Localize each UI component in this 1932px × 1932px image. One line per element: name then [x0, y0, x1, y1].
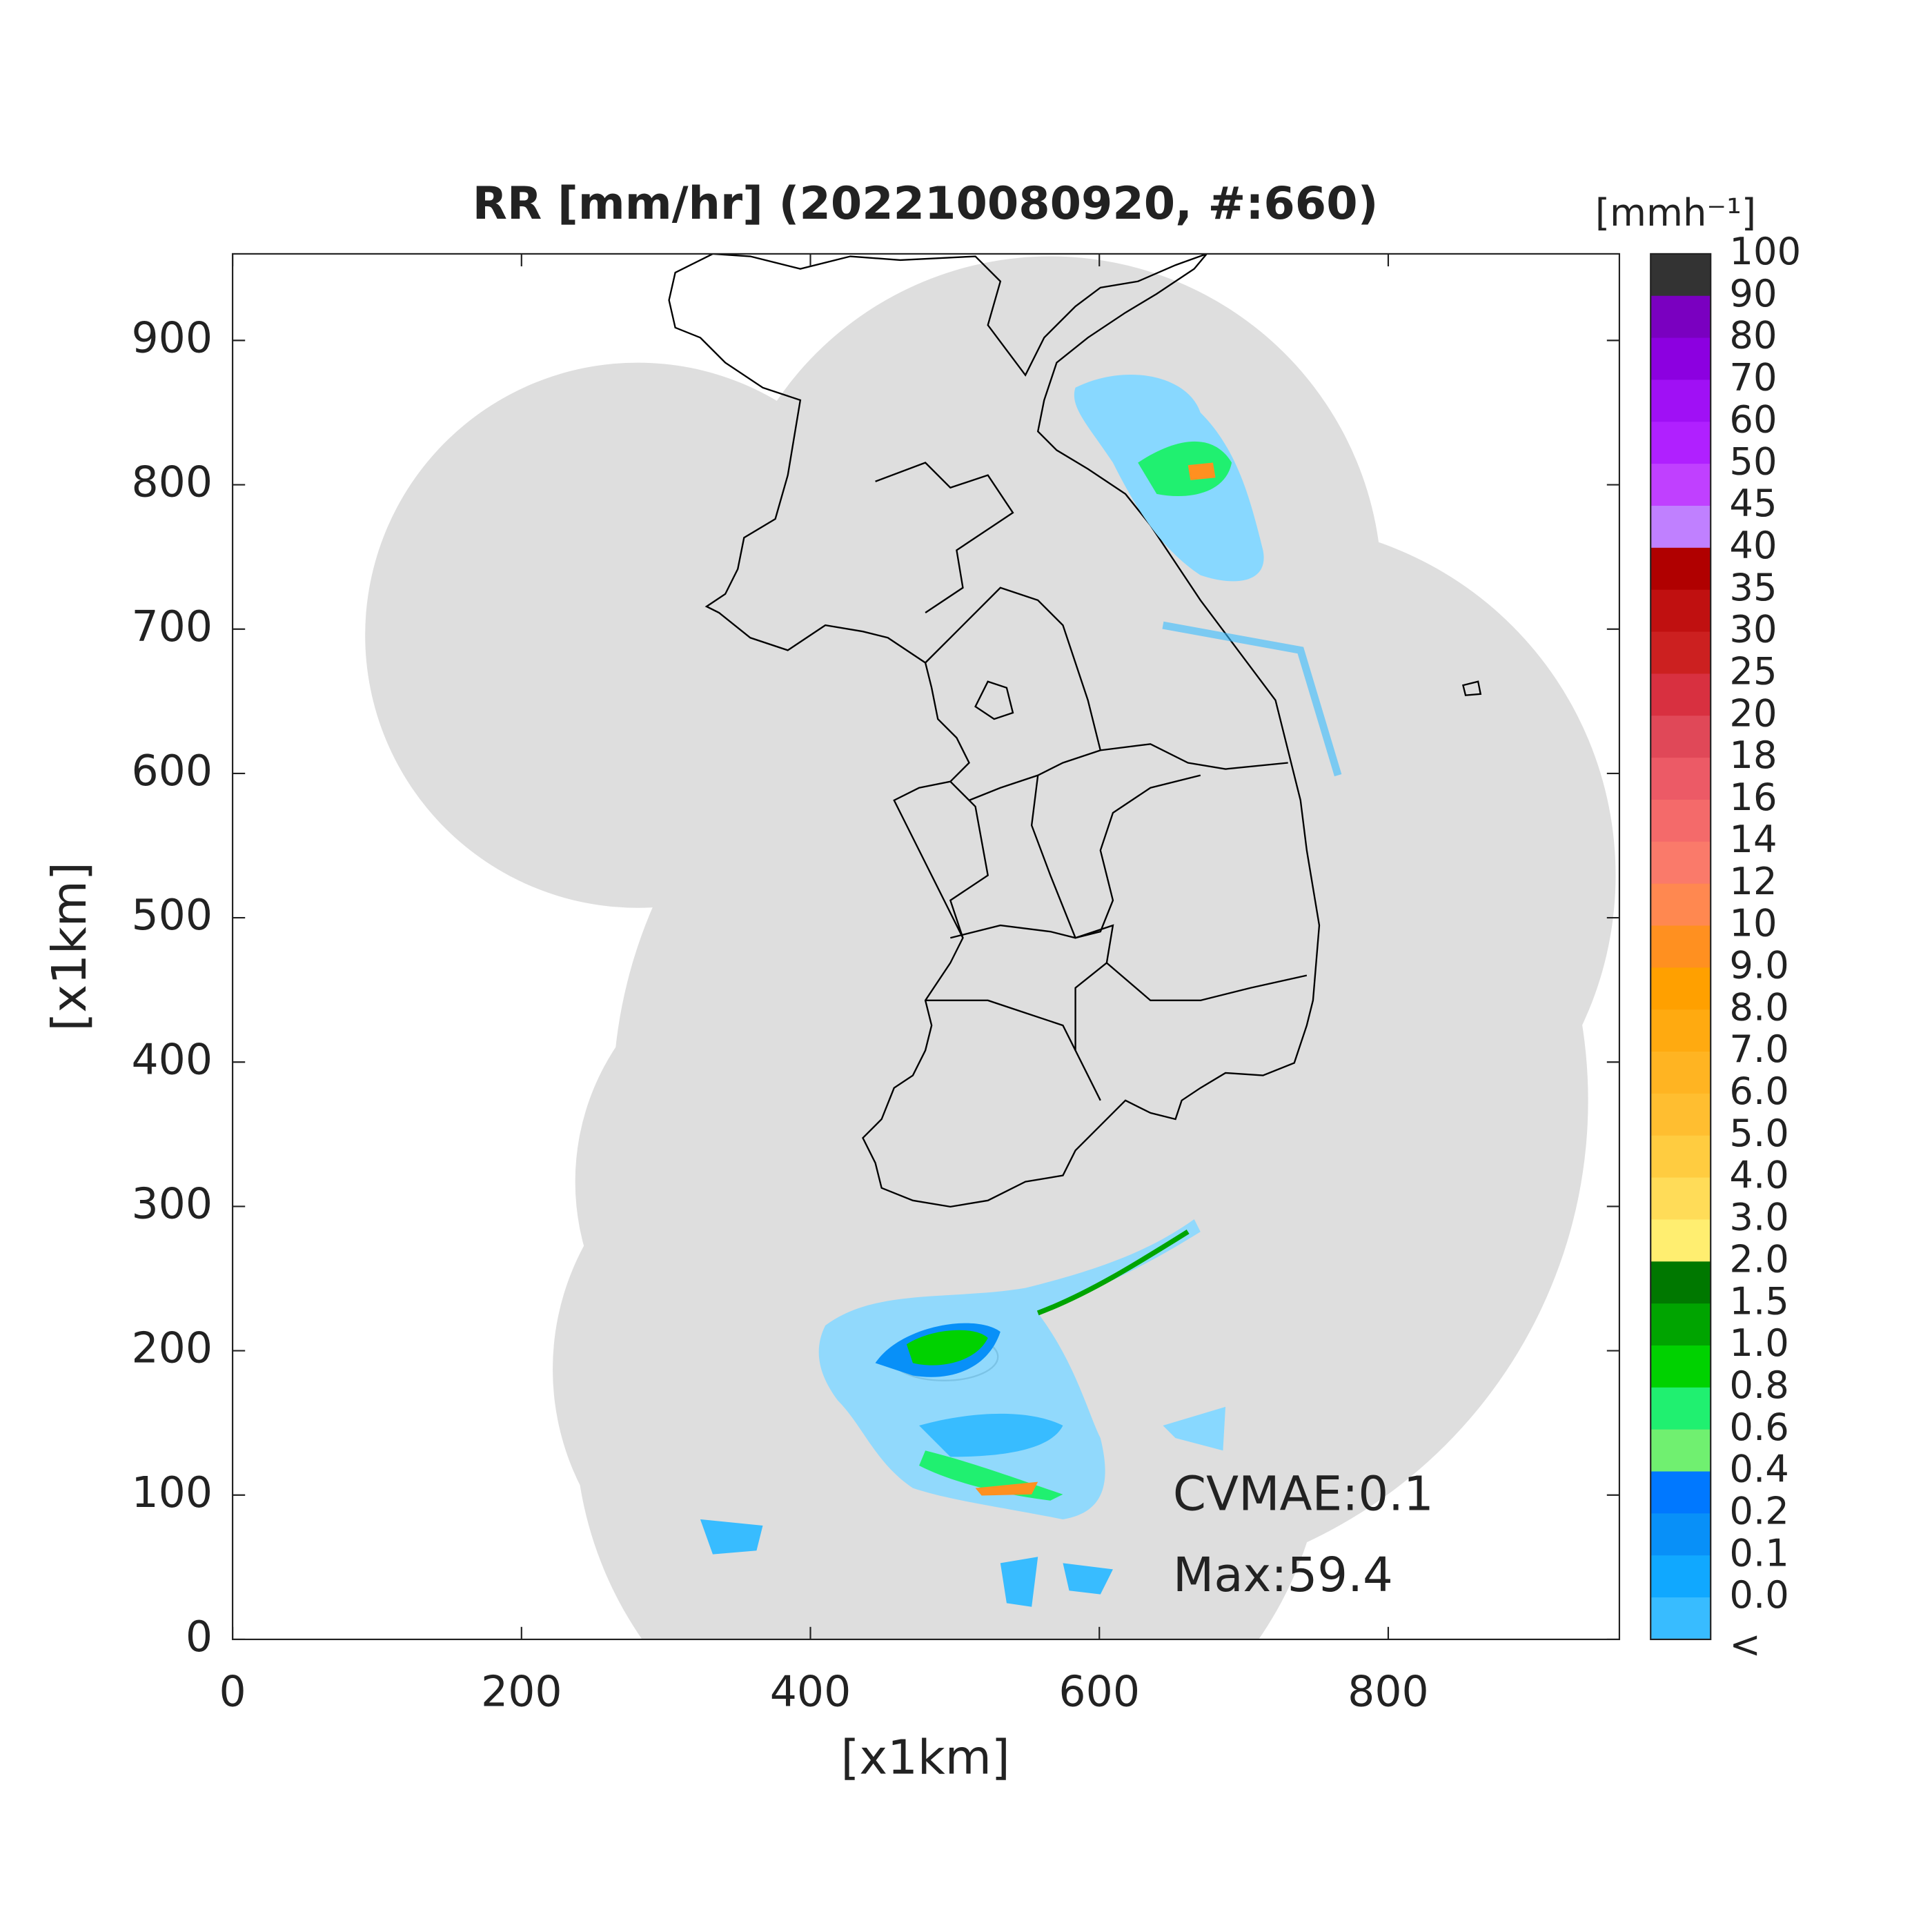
colorbar-segment	[1650, 1219, 1711, 1263]
colorbar-label: 40	[1729, 524, 1777, 567]
colorbar-label: 7.0	[1729, 1027, 1788, 1071]
colorbar-label: 0.0	[1729, 1573, 1788, 1617]
colorbar-label: <	[1729, 1623, 1761, 1666]
colorbar-segment	[1650, 1429, 1711, 1472]
x-tick-label: 800	[1348, 1667, 1429, 1717]
colorbar-unit: [mmh⁻¹]	[1595, 191, 1756, 235]
colorbar-segment	[1650, 1303, 1711, 1346]
colorbar-label: 80	[1729, 314, 1777, 357]
coastline	[668, 253, 1482, 1381]
y-axis-label: [x1km]	[42, 862, 97, 1031]
x-axis-label: [x1km]	[840, 1731, 1009, 1786]
colorbar-segment	[1650, 925, 1711, 969]
colorbar-segment	[1650, 1135, 1711, 1179]
colorbar-segment	[1650, 379, 1711, 423]
map	[365, 253, 1616, 1639]
annotation: Max:59.4	[1173, 1548, 1393, 1603]
x-tick-label: 0	[219, 1667, 246, 1717]
colorbar-segment	[1650, 716, 1711, 758]
colorbar-segment	[1650, 673, 1711, 717]
y-tick-label: 800	[131, 457, 213, 507]
colorbar-label: 0.8	[1729, 1363, 1788, 1407]
colorbar-label: 70	[1729, 356, 1777, 400]
colorbar-segment	[1650, 1555, 1711, 1598]
colorbar-label: 0.6	[1729, 1406, 1788, 1449]
colorbar-label: 4.0	[1729, 1154, 1788, 1197]
colorbar-segment	[1650, 631, 1711, 675]
colorbar-label: 35	[1729, 566, 1777, 609]
colorbar-label: 3.0	[1729, 1196, 1788, 1239]
colorbar-segment	[1650, 1471, 1711, 1515]
colorbar-label: 14	[1729, 818, 1777, 861]
colorbar-segment	[1650, 505, 1711, 549]
x-tick-label: 400	[770, 1667, 851, 1717]
colorbar-label: 1.5	[1729, 1279, 1788, 1323]
colorbar-label: 10	[1729, 902, 1777, 945]
y-tick-label: 100	[131, 1468, 213, 1517]
colorbar-segment	[1650, 1093, 1711, 1136]
x-tick-label: 600	[1058, 1667, 1140, 1717]
y-tick-label: 200	[131, 1323, 213, 1373]
colorbar-segment	[1650, 841, 1711, 885]
colorbar-label: 0.1	[1729, 1531, 1788, 1575]
ticks: 0 200 400 600 800 0 100 200 300 400 500 600 700 800 90…	[131, 253, 1619, 1717]
colorbar-label: 0.2	[1729, 1490, 1788, 1533]
y-tick-label: 300	[131, 1179, 213, 1229]
colorbar-frame	[1650, 253, 1712, 1641]
title: RR [mm/hr] (202210080920, #:660)	[473, 177, 1379, 230]
colorbar-segment	[1650, 1261, 1711, 1305]
colorbar-label: 20	[1729, 691, 1777, 735]
colorbar-segment	[1650, 1387, 1711, 1430]
axes-frame	[231, 253, 1621, 1641]
colorbar-label: 18	[1729, 733, 1777, 777]
colorbar-segment	[1650, 589, 1711, 633]
colorbar-label: 0.4	[1729, 1448, 1788, 1491]
colorbar-label: 25	[1729, 650, 1777, 693]
colorbar-segment	[1650, 883, 1711, 927]
colorbar-segment	[1650, 1009, 1711, 1052]
y-tick-label: 0	[186, 1612, 213, 1662]
colorbar-segment	[1650, 464, 1711, 506]
colorbar-label: 45	[1729, 482, 1777, 525]
y-tick-label: 500	[131, 890, 213, 940]
colorbar-segment	[1650, 1597, 1711, 1640]
colorbar-segment	[1650, 422, 1711, 465]
colorbar-label: 12	[1729, 860, 1777, 903]
colorbar-label: 30	[1729, 608, 1777, 651]
colorbar-label: 8.0	[1729, 985, 1788, 1029]
colorbar-segment	[1650, 1177, 1711, 1221]
y-tick-label: 700	[131, 602, 213, 651]
colorbar-segment	[1650, 1513, 1711, 1557]
colorbar-segment	[1650, 295, 1711, 339]
colorbar-segment	[1650, 547, 1711, 591]
colorbar-label: 9.0	[1729, 943, 1788, 987]
colorbar-label: 100	[1729, 230, 1801, 273]
colorbar-segment	[1650, 799, 1711, 842]
colorbar-label: 5.0	[1729, 1112, 1788, 1155]
x-tick-label: 200	[481, 1667, 562, 1717]
y-tick-label: 400	[131, 1034, 213, 1084]
colorbar-segment	[1650, 253, 1711, 297]
colorbar-label: 90	[1729, 272, 1777, 315]
colorbar-segment	[1650, 1345, 1711, 1388]
colorbar-segment	[1650, 337, 1711, 381]
colorbar-segment	[1650, 758, 1711, 800]
rain-echo	[700, 374, 1342, 1607]
colorbar: 100908070605045403530252018161412109.08.…	[1650, 230, 1801, 1666]
colorbar-label: 16	[1729, 776, 1777, 819]
annotation: CVMAE:0.1	[1173, 1466, 1434, 1521]
y-tick-label: 600	[131, 746, 213, 796]
y-tick-label: 900	[131, 313, 213, 362]
colorbar-label: 50	[1729, 440, 1777, 483]
colorbar-segment	[1650, 1052, 1711, 1094]
colorbar-label: 60	[1729, 397, 1777, 441]
colorbar-label: 2.0	[1729, 1237, 1788, 1281]
colorbar-label: 6.0	[1729, 1070, 1788, 1113]
colorbar-segment	[1650, 967, 1711, 1011]
colorbar-label: 1.0	[1729, 1321, 1788, 1365]
